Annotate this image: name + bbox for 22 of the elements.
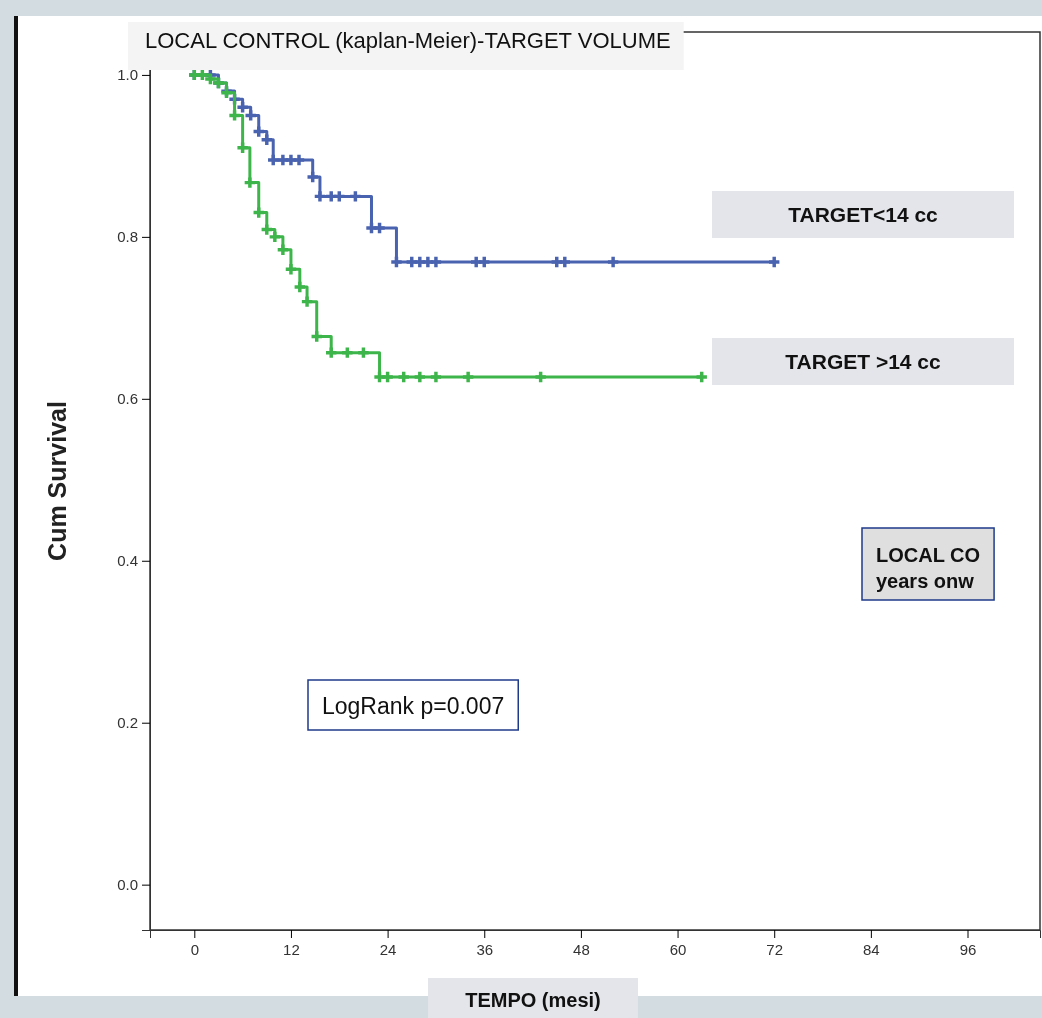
x-tick-label: 60: [669, 940, 687, 958]
text: TARGET >14 cc: [785, 350, 942, 373]
y-tick-label: 0.6: [117, 390, 138, 408]
annotation: LOCAL CO years onw: [876, 544, 981, 592]
y-axis-title: Cum Survival: [43, 401, 71, 561]
y-tick-label: 1.0: [117, 66, 138, 84]
x-tick-label: 48: [573, 940, 590, 958]
x-tick-label: 0: [190, 940, 199, 958]
x-tick-label: 72: [766, 940, 784, 958]
x-tick-label: 84: [863, 940, 880, 958]
x-tick-label: 36: [476, 940, 494, 958]
x-tick-label: 96: [959, 940, 977, 958]
series-label: TARGET<14 cc: [788, 203, 939, 226]
annotation: LogRank p=0.007: [322, 693, 505, 719]
chart-title: LOCAL CONTROL (kaplan-Meier)-TARGET VOLUME: [145, 28, 671, 53]
y-tick-label: 0.8: [117, 228, 138, 246]
y-tick-label: 0.2: [117, 714, 138, 732]
x-tick-label: 24: [379, 940, 397, 958]
y-tick-label: 0.0: [117, 875, 138, 893]
y-tick-label: 0.4: [117, 552, 138, 570]
x-tick-label: 12: [283, 940, 300, 958]
x-axis-title: TEMPO (mesi): [465, 989, 601, 1011]
